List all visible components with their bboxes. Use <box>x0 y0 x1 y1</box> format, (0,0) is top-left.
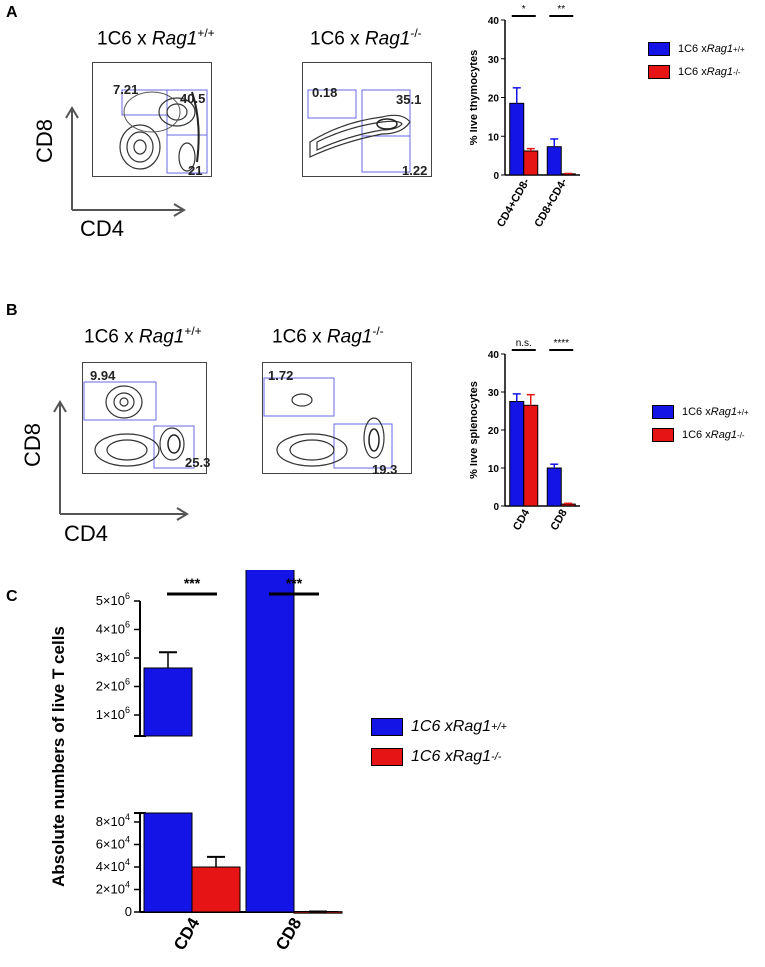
y-tick-label: 3×106 <box>96 648 130 665</box>
gate-box <box>361 135 411 173</box>
y-tick-label: 1×106 <box>96 705 130 722</box>
bar <box>523 150 539 176</box>
y-tick-label: 30 <box>488 388 500 399</box>
bar <box>509 401 525 507</box>
flow-axes-a <box>65 106 186 217</box>
significance-label: *** <box>184 575 201 591</box>
gate-label-b-ko-cd4: 19.3 <box>372 462 398 477</box>
legend-swatch-wt <box>371 718 403 736</box>
gate-label-a-ko-dp: 35.1 <box>396 92 422 107</box>
y-tick-label: 4×106 <box>96 620 130 637</box>
flow-title-b-ko: 1C6 x Rag1-/- <box>272 324 384 348</box>
y-tick-label: 30 <box>488 55 500 66</box>
y-axis-label: % live splenocytes <box>470 381 480 479</box>
gate-label-a-wt-dp: 40.5 <box>180 91 206 106</box>
x-tick-label: CD4+CD8- <box>495 176 533 229</box>
bar <box>509 102 525 176</box>
significance-label: **** <box>553 338 569 349</box>
bar-chart-b: 0 10 20 30 40 % live splenocytes n.s. CD4 **** CD… <box>470 338 580 533</box>
gate-box <box>153 425 195 469</box>
gate-box <box>263 377 335 417</box>
panel-letter-c: C <box>6 588 18 605</box>
y-tick-label: 8×104 <box>96 812 130 829</box>
legend-swatch-ko <box>652 428 674 442</box>
significance-label: n.s. <box>516 338 532 349</box>
y-tick-label: 10 <box>488 132 500 143</box>
legend-swatch-ko <box>371 748 403 766</box>
y-axis-label: Absolute numbers of live T cells <box>49 626 68 887</box>
flow-title-b-wt: 1C6 x Rag1+/+ <box>84 324 202 348</box>
legend-swatch-wt <box>648 42 670 56</box>
gate-box <box>166 134 208 174</box>
flow-title-a-wt: 1C6 x Rag1+/+ <box>97 26 215 50</box>
gate-label-b-wt-cd8: 9.94 <box>90 368 116 383</box>
y-tick-label: 4×104 <box>96 857 130 874</box>
bar-chart-a: 0 10 20 30 40 % live thymocytes * CD4+CD8- ** CD8… <box>470 4 580 229</box>
flow-xlabel-b: CD4 <box>64 521 109 546</box>
gate-box <box>333 423 393 469</box>
flow-ylabel-a: CD8 <box>32 118 57 163</box>
panel-letter-a: A <box>6 4 18 21</box>
bar <box>546 146 562 176</box>
bar <box>523 404 539 507</box>
flow-plot-b-ko <box>262 362 412 474</box>
bar <box>560 503 576 507</box>
significance-label: * <box>522 4 526 15</box>
gate-box <box>83 381 157 421</box>
y-axis-label: % live thymocytes <box>470 50 480 145</box>
x-tick-label: CD8+CD4- <box>532 176 570 229</box>
bar-lower <box>143 812 193 913</box>
y-tick-label: 0 <box>125 904 132 919</box>
y-tick-label: 20 <box>488 94 500 105</box>
legend-a: 1C6 x Rag1 +/+ 1C6 x Rag1 -/- <box>648 42 745 79</box>
panel-letter-b: B <box>6 302 18 319</box>
flow-plot-b-wt <box>82 362 207 474</box>
x-tick-label: CD8 <box>272 915 305 954</box>
y-tick-label: 6×104 <box>96 835 130 852</box>
bar <box>191 866 241 913</box>
legend-swatch-ko <box>648 65 670 79</box>
legend-swatch-wt <box>652 405 674 419</box>
y-tick-label: 2×104 <box>96 880 130 897</box>
gate-label-b-ko-cd8: 1.72 <box>268 368 294 383</box>
flow-title-a-ko: 1C6 x Rag1-/- <box>310 26 422 50</box>
flow-xlabel-a: CD4 <box>80 216 125 241</box>
bar <box>245 570 295 913</box>
significance-label: *** <box>286 575 303 591</box>
y-tick-label: 0 <box>493 502 499 513</box>
x-tick-label: CD4 <box>170 914 204 953</box>
y-tick-label: 0 <box>493 171 499 182</box>
bar-upper <box>143 667 193 737</box>
y-tick-label: 40 <box>488 16 500 27</box>
flow-axes-b <box>53 400 189 521</box>
flow-plot-a-wt <box>92 62 212 177</box>
gate-label-a-ko-cd4: 1.22 <box>402 163 428 178</box>
bar-chart-c: 0 2×104 4×104 6×104 8×104 1×106 2×106 3×106 4×10… <box>49 570 343 954</box>
legend-b: 1C6 x Rag1 +/+ 1C6 x Rag1 -/- <box>652 405 749 442</box>
y-tick-label: 5×106 <box>96 591 130 608</box>
flow-plot-a-ko <box>302 62 432 177</box>
y-tick-label: 20 <box>488 426 500 437</box>
gate-label-a-wt-dp-ul: 7.21 <box>113 82 139 97</box>
gate-box <box>307 89 357 119</box>
significance-label: ** <box>557 4 565 15</box>
y-tick-label: 40 <box>488 350 500 361</box>
y-tick-label: 2×106 <box>96 677 130 694</box>
x-tick-label: CD8 <box>548 508 569 533</box>
y-tick-label: 10 <box>488 464 500 475</box>
x-tick-label: CD4 <box>511 507 533 533</box>
bar <box>546 467 562 507</box>
flow-ylabel-b: CD8 <box>20 422 45 467</box>
legend-c: 1C6 x Rag1 +/+ 1C6 x Rag1 -/- <box>371 718 507 766</box>
gate-label-a-wt-cd4: 21 <box>188 163 203 178</box>
gate-label-b-wt-cd4: 25.3 <box>185 455 211 470</box>
gate-label-a-ko-ul: 0.18 <box>312 85 338 100</box>
